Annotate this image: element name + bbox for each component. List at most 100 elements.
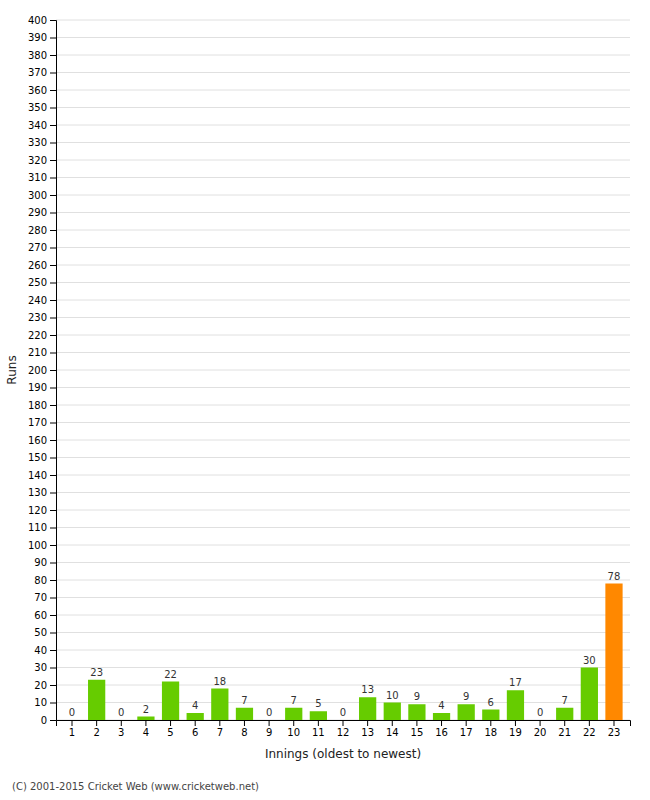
tick-label: 10	[287, 727, 300, 738]
tick-label: 200	[28, 365, 47, 376]
data-label: 18	[213, 676, 226, 687]
tick-label: 270	[28, 242, 47, 253]
tick-mark	[50, 55, 56, 56]
data-label: 7	[562, 695, 568, 706]
tick-label: 130	[28, 487, 47, 498]
y-axis-title: Runs	[5, 355, 19, 384]
tick-label: 240	[28, 295, 47, 306]
bar	[581, 668, 598, 721]
tick-label: 350	[28, 102, 47, 113]
grid-line	[56, 177, 630, 178]
tick-mark	[50, 283, 56, 284]
tick-label: 360	[28, 85, 47, 96]
bar	[384, 703, 401, 721]
bar	[556, 708, 573, 720]
grid-line	[56, 615, 630, 616]
tick: 370	[28, 67, 56, 78]
grid-line	[56, 457, 630, 458]
data-label: 9	[414, 691, 420, 702]
tick-mark	[170, 720, 171, 726]
tick-label: 100	[28, 540, 47, 551]
grid-line	[56, 387, 630, 388]
tick-label: 380	[28, 50, 47, 61]
tick-label: 2	[93, 727, 99, 738]
tick-mark	[72, 720, 73, 726]
tick-mark	[50, 335, 56, 336]
tick-label: 14	[386, 727, 399, 738]
tick-mark	[50, 633, 56, 634]
grid-line	[56, 352, 630, 353]
tick-mark	[145, 720, 146, 726]
tick-mark	[50, 108, 56, 109]
tick-mark	[540, 720, 541, 726]
tick: 80	[34, 575, 56, 586]
tick: 230	[28, 312, 56, 323]
bar	[507, 690, 524, 720]
tick-mark	[50, 668, 56, 669]
tick-label: 120	[28, 505, 47, 516]
grid-line	[56, 212, 630, 213]
tick-label: 4	[143, 727, 149, 738]
tick-label: 310	[28, 172, 47, 183]
tick-label: 190	[28, 382, 47, 393]
grid-line	[56, 440, 630, 441]
tick-label: 140	[28, 470, 47, 481]
tick: 10	[287, 720, 300, 738]
tick: 280	[28, 225, 56, 236]
data-label: 0	[537, 707, 543, 718]
bar	[137, 717, 154, 721]
tick: 17	[460, 720, 473, 738]
data-label: 6	[488, 697, 494, 708]
tick-label: 0	[41, 715, 47, 726]
tick-label: 5	[167, 727, 173, 738]
grid-line	[56, 597, 630, 598]
tick-mark	[50, 685, 56, 686]
tick-mark	[50, 195, 56, 196]
tick: 20	[34, 680, 56, 691]
tick: 220	[28, 330, 56, 341]
tick-label: 320	[28, 155, 47, 166]
grid-line	[56, 545, 630, 546]
grid-line	[56, 405, 630, 406]
tick: 3	[118, 720, 124, 738]
tick: 1	[69, 720, 75, 738]
tick-label: 70	[34, 592, 47, 603]
tick: 160	[28, 435, 56, 446]
tick-label: 290	[28, 207, 47, 218]
tick-label: 30	[34, 662, 47, 673]
data-label: 30	[583, 655, 596, 666]
tick-label: 1	[69, 727, 75, 738]
grid-line	[56, 492, 630, 493]
tick: 21	[558, 720, 571, 738]
tick: 16	[435, 720, 448, 738]
grid	[56, 20, 630, 720]
tick-label: 13	[361, 727, 374, 738]
tick: 19	[509, 720, 522, 738]
data-label: 0	[266, 707, 272, 718]
tick-label: 300	[28, 190, 47, 201]
bar	[285, 708, 302, 720]
tick: 400	[28, 15, 56, 26]
tick-label: 250	[28, 277, 47, 288]
data-label: 7	[291, 695, 297, 706]
tick-label: 220	[28, 330, 47, 341]
tick: 18	[484, 720, 497, 738]
tick: 8	[241, 720, 247, 738]
tick: 390	[28, 32, 56, 43]
tick: 4	[143, 720, 149, 738]
tick-mark	[50, 370, 56, 371]
tick: 170	[28, 417, 56, 428]
tick-label: 160	[28, 435, 47, 446]
tick-label: 11	[312, 727, 325, 738]
tick: 310	[28, 172, 56, 183]
tick-mark	[50, 580, 56, 581]
tick: 340	[28, 120, 56, 131]
tick: 6	[192, 720, 198, 738]
tick: 130	[28, 487, 56, 498]
plot-area: 0230222418707501310949617073078010203040…	[5, 15, 631, 761]
tick: 330	[28, 137, 56, 148]
tick-label: 390	[28, 32, 47, 43]
tick-mark	[564, 720, 565, 726]
tick-mark	[50, 318, 56, 319]
tick-label: 110	[28, 522, 47, 533]
